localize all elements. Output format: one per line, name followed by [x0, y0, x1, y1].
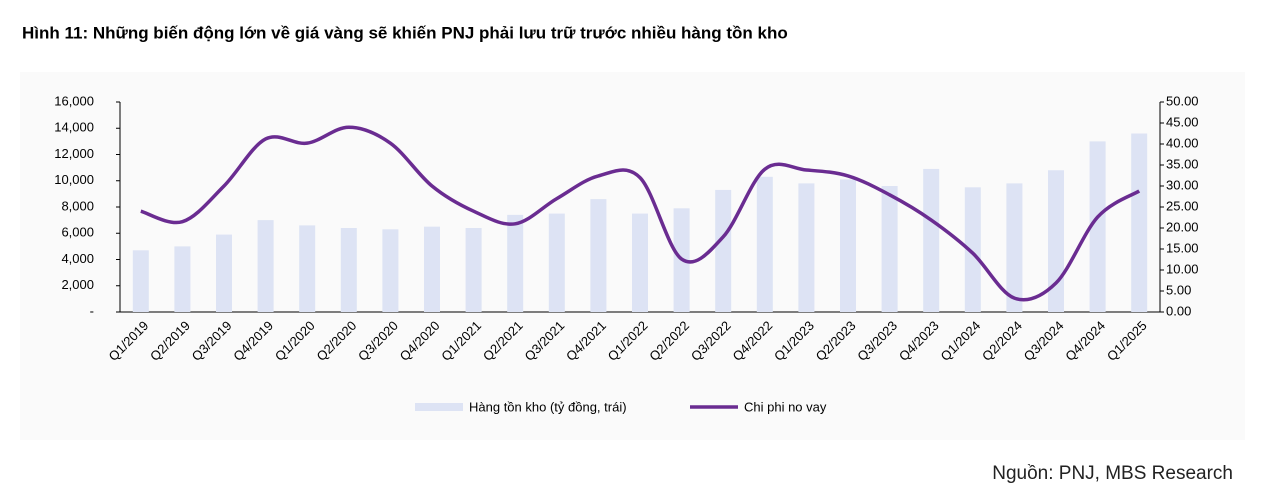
- bar: [507, 214, 524, 312]
- bar: [548, 213, 565, 312]
- legend-label: Hàng tồn kho (tỷ đồng, trái): [469, 399, 627, 414]
- bar: [1089, 141, 1106, 312]
- y2-tick-label: 0.00: [1166, 303, 1191, 318]
- chart-title: Hình 11: Những biến động lớn về giá vàng…: [22, 23, 788, 42]
- bar: [715, 189, 732, 312]
- legend-label: Chi phi no vay: [744, 399, 827, 414]
- y2-tick-label: 35.00: [1166, 156, 1199, 171]
- bar: [424, 226, 440, 312]
- y2-tick-label: 25.00: [1166, 198, 1199, 213]
- bar: [756, 176, 773, 312]
- y2-tick-label: 5.00: [1166, 282, 1191, 297]
- y2-tick-label: 15.00: [1166, 240, 1199, 255]
- y-tick-label: 6,000: [61, 225, 94, 240]
- bar: [881, 186, 898, 312]
- y2-tick-label: 40.00: [1166, 135, 1199, 150]
- bar: [382, 229, 399, 312]
- y-tick-label: 12,000: [54, 146, 94, 161]
- y-tick-label: 8,000: [61, 198, 94, 213]
- y-tick-label: 2,000: [61, 277, 94, 292]
- y-tick-label: 10,000: [54, 172, 94, 187]
- y2-tick-label: 30.00: [1166, 177, 1199, 192]
- bar: [1131, 133, 1148, 312]
- y-tick-label: 16,000: [54, 93, 94, 108]
- y-tick-label: 4,000: [61, 251, 94, 266]
- bar: [1048, 170, 1064, 312]
- bar: [798, 183, 815, 312]
- bar: [174, 246, 191, 312]
- y-tick-label: -: [90, 303, 94, 318]
- bar: [216, 234, 232, 312]
- y-tick-label: 14,000: [54, 120, 94, 135]
- bar: [1006, 183, 1023, 312]
- bar: [923, 168, 940, 312]
- bar: [964, 187, 981, 312]
- bar: [340, 228, 357, 312]
- bar: [590, 199, 607, 312]
- y2-tick-label: 50.00: [1166, 93, 1199, 108]
- y2-tick-label: 10.00: [1166, 261, 1199, 276]
- source: Nguồn: PNJ, MBS Research: [992, 463, 1233, 484]
- bar: [257, 220, 274, 312]
- line: [140, 125, 1141, 302]
- bar: [465, 228, 482, 312]
- bar: [840, 179, 856, 312]
- bar: [132, 250, 149, 312]
- y2-tick-label: 45.00: [1166, 114, 1199, 129]
- bar: [299, 225, 316, 312]
- y2-tick-label: 20.00: [1166, 219, 1199, 234]
- legend-swatch: [415, 403, 463, 411]
- bar: [632, 213, 648, 312]
